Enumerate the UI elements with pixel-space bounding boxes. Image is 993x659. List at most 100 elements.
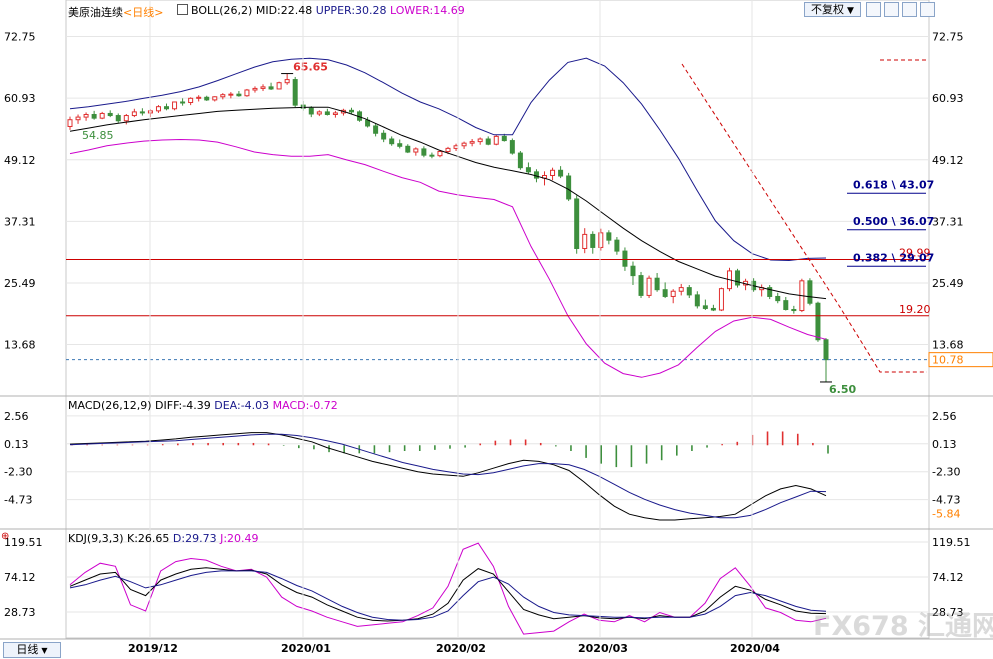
- y-tick-label-right: 25.49: [932, 277, 964, 290]
- dif-line: [69, 432, 827, 521]
- candle-body: [614, 239, 620, 252]
- candle-body: [718, 288, 724, 311]
- y-tick-label-right: 37.31: [932, 215, 964, 228]
- kdj-d-line: [69, 570, 827, 621]
- boll-mid-value: MID:22.48: [255, 4, 313, 17]
- candle-body: [630, 265, 636, 277]
- candle-body: [332, 112, 338, 115]
- crosshair-icon[interactable]: [866, 2, 881, 17]
- boll-lower-line: [69, 138, 827, 378]
- plot-frame: [65, 0, 930, 639]
- y-tick-label-left: 49.12: [4, 154, 36, 167]
- candle-body: [260, 86, 266, 89]
- start-label: 54.85: [82, 129, 114, 142]
- y-tick-label-right: 13.68: [932, 339, 964, 352]
- candle-body: [107, 112, 113, 117]
- candle-body: [775, 295, 781, 302]
- candle-body: [710, 307, 716, 311]
- adjust-dropdown[interactable]: 不复权 ▼: [804, 2, 861, 17]
- fib-label: 0.618 \ 43.07: [853, 178, 934, 191]
- period-button[interactable]: 日线 ▼: [3, 642, 61, 658]
- kdj-k-line: [69, 567, 827, 622]
- window-icon[interactable]: [920, 2, 935, 17]
- instrument-title: 美原油连续: [68, 6, 123, 19]
- fib-label: 0.500 \ 36.07: [853, 215, 934, 228]
- candle-body: [469, 141, 475, 144]
- candle-body: [236, 93, 242, 97]
- candle-body: [413, 148, 419, 153]
- boll-checkbox-icon[interactable]: [177, 4, 188, 15]
- boll-label: BOLL(26,2): [191, 4, 253, 17]
- trend-line: [681, 63, 927, 373]
- candle-body: [196, 96, 202, 99]
- boll-upper-line: [69, 57, 827, 262]
- x-tick-label: 2020/04: [730, 642, 780, 655]
- candle-body: [252, 87, 258, 91]
- candle-body: [694, 294, 700, 307]
- y-tick-label-left: -4.73: [4, 494, 32, 507]
- candle-body: [670, 290, 676, 297]
- level-label: 29.99: [899, 246, 931, 259]
- candle-body: [188, 97, 194, 104]
- zoom-out-icon[interactable]: [902, 2, 917, 17]
- boll-mid-line: [69, 106, 827, 300]
- last-price-tag: [928, 352, 993, 368]
- candle-body: [437, 151, 443, 157]
- candle-body: [485, 138, 491, 145]
- candle-body: [268, 86, 274, 90]
- y-tick-label-left: 0.13: [4, 438, 29, 451]
- y-tick-label-left: 119.51: [4, 536, 43, 549]
- candle-body: [244, 89, 250, 97]
- candle-body: [654, 277, 660, 291]
- candle-body: [767, 287, 773, 297]
- kdj-k-value: K:26.65: [127, 532, 170, 545]
- candle-body: [702, 305, 708, 309]
- macd-label: MACD(26,12,9): [68, 399, 152, 412]
- candle-body: [646, 277, 652, 296]
- candle-body: [783, 300, 789, 310]
- candle-body: [550, 169, 556, 176]
- high-label: 65.65: [293, 61, 328, 74]
- y-tick-label-left: 37.31: [4, 215, 36, 228]
- candle-body: [131, 111, 137, 117]
- candle-body: [590, 233, 596, 248]
- candle-body: [493, 135, 499, 145]
- y-tick-label-left: 13.68: [4, 339, 36, 352]
- candle-body: [791, 308, 797, 312]
- macd-last-label: -5.84: [932, 507, 960, 520]
- candle-body: [284, 79, 290, 84]
- candle-body: [99, 112, 105, 119]
- candle-body: [180, 101, 186, 104]
- candle-body: [381, 132, 387, 140]
- candle-body: [582, 233, 588, 249]
- zoom-in-icon[interactable]: [884, 2, 899, 17]
- dea-line: [69, 433, 827, 519]
- period-button-label: 日线: [16, 643, 39, 656]
- y-tick-label-right: 119.51: [932, 536, 971, 549]
- candle-body: [453, 145, 459, 149]
- candle-body: [662, 289, 668, 297]
- low-label: 6.50: [829, 383, 856, 396]
- period-label[interactable]: <日线>: [123, 6, 164, 19]
- candle-body: [397, 143, 403, 147]
- candle-body: [598, 232, 604, 248]
- boll-lower-value: LOWER:14.69: [390, 4, 465, 17]
- y-tick-label-left: 72.75: [4, 31, 36, 44]
- candle-body: [501, 135, 507, 142]
- candle-body: [276, 82, 282, 90]
- candle-body: [316, 111, 322, 115]
- candle-body: [823, 339, 829, 361]
- candle-body: [509, 140, 515, 154]
- x-tick-label: 2019/12: [128, 642, 178, 655]
- last-price-label: 10.78: [932, 354, 964, 367]
- candle-body: [155, 106, 161, 112]
- y-tick-label-right: 0.13: [932, 438, 957, 451]
- y-tick-label-right: -4.73: [932, 494, 960, 507]
- candle-body: [373, 125, 379, 134]
- candle-body: [405, 145, 411, 153]
- candle-body: [678, 287, 684, 292]
- candle-body: [172, 101, 178, 110]
- x-tick-label: 2020/03: [578, 642, 628, 655]
- candle-body: [91, 113, 97, 119]
- candle-body: [735, 270, 741, 286]
